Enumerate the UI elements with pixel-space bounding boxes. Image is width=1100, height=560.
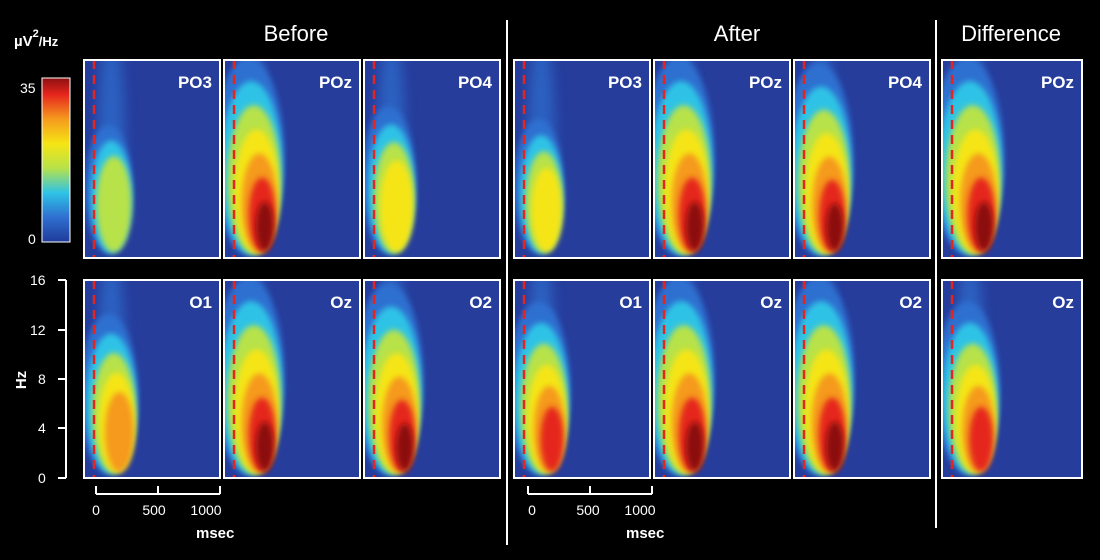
panel-frame [793,59,931,259]
heatmap-panel-o2: O2 [793,279,931,479]
panel-label: O1 [189,293,212,312]
colorbar-max-label: 35 [20,80,36,96]
x-tick-label: 500 [142,502,166,518]
power-contour [255,201,274,252]
panel-frame [941,279,1083,479]
heatmap-panel-poz: POz [941,59,1083,259]
panel-label: O2 [899,293,922,312]
colorbar-unit: µV2/Hz [14,28,59,50]
x-tick-label: 0 [528,502,536,518]
colorbar-min-label: 0 [28,231,36,247]
panel-frame [223,59,361,259]
power-contour [685,201,704,252]
panel-frame [653,279,791,479]
panel-label: Oz [760,293,782,312]
panel-label: O1 [619,293,642,312]
panel-label: PO3 [608,73,642,92]
heatmap-panel-po4: PO4 [793,59,931,259]
power-contour [396,423,414,472]
group-title-difference: Difference [961,21,1061,46]
heatmap-panel-oz: Oz [223,279,361,479]
x-axis-title: msec [196,525,234,542]
x-tick-label: 500 [576,502,600,518]
power-contour [685,421,704,472]
x-tick-label: 1000 [624,502,655,518]
heatmap-panel-poz: POz [653,59,791,259]
panel-frame [223,279,361,479]
group-title-before: Before [264,21,329,46]
x-tick-label: 0 [92,502,100,518]
heatmap-panel-oz: Oz [941,279,1083,479]
y-tick-label: 4 [38,420,46,436]
heatmap-panel-po4: PO4 [363,59,501,259]
panel-label: PO4 [458,73,493,92]
y-axis: 16 12 8 4 0 Hz [13,272,67,486]
panel-label: Oz [330,293,352,312]
panel-label: PO4 [888,73,923,92]
heatmap-panel-oz: Oz [653,279,791,479]
colorbar [41,77,71,243]
heatmap-panel-po3: PO3 [83,59,221,259]
panel-frame [83,59,221,259]
power-contour [379,160,414,253]
panel-frame [363,59,501,259]
x-axis-before: 0 500 1000 msec [92,486,234,542]
heatmap-panel-po3: PO3 [513,59,651,259]
panel-label: O2 [469,293,492,312]
y-tick-label: 0 [38,470,46,486]
power-contour [826,203,844,252]
y-axis-title: Hz [13,371,30,389]
group-title-after: After [714,21,760,46]
panel-frame [513,279,651,479]
heatmap-panel-o1: O1 [513,279,651,479]
panel-frame [793,279,931,479]
panel-label: POz [1041,73,1074,92]
power-contour [531,167,562,253]
heatmap-panel-o2: O2 [363,279,501,479]
x-axis-title: msec [626,525,664,542]
x-tick-label: 1000 [190,502,221,518]
panel-frame [941,59,1083,259]
heatmap-panel-o1: O1 [83,279,221,479]
power-contour [540,406,564,472]
panel-frame [83,279,221,479]
power-contour [255,421,274,472]
heatmap-panels: PO3 POz PO4 O1 Oz O2 PO3 POz PO4 O1 Oz O2 POz Oz [83,59,1083,479]
x-axis-after: 0 500 1000 msec [527,486,664,542]
panel-frame [653,59,791,259]
panel-label: Oz [1052,293,1074,312]
power-contour [825,421,844,472]
panel-frame [363,279,501,479]
power-contour [974,201,994,252]
panel-frame [513,59,651,259]
power-contour [96,156,132,253]
panel-label: POz [319,73,352,92]
y-tick-label: 8 [38,371,46,387]
heatmap-panel-poz: POz [223,59,361,259]
y-tick-label: 16 [30,272,46,288]
power-contour [969,406,994,472]
y-tick-label: 12 [30,322,46,338]
power-contour [104,392,134,472]
panel-label: POz [749,73,782,92]
panel-label: PO3 [178,73,212,92]
